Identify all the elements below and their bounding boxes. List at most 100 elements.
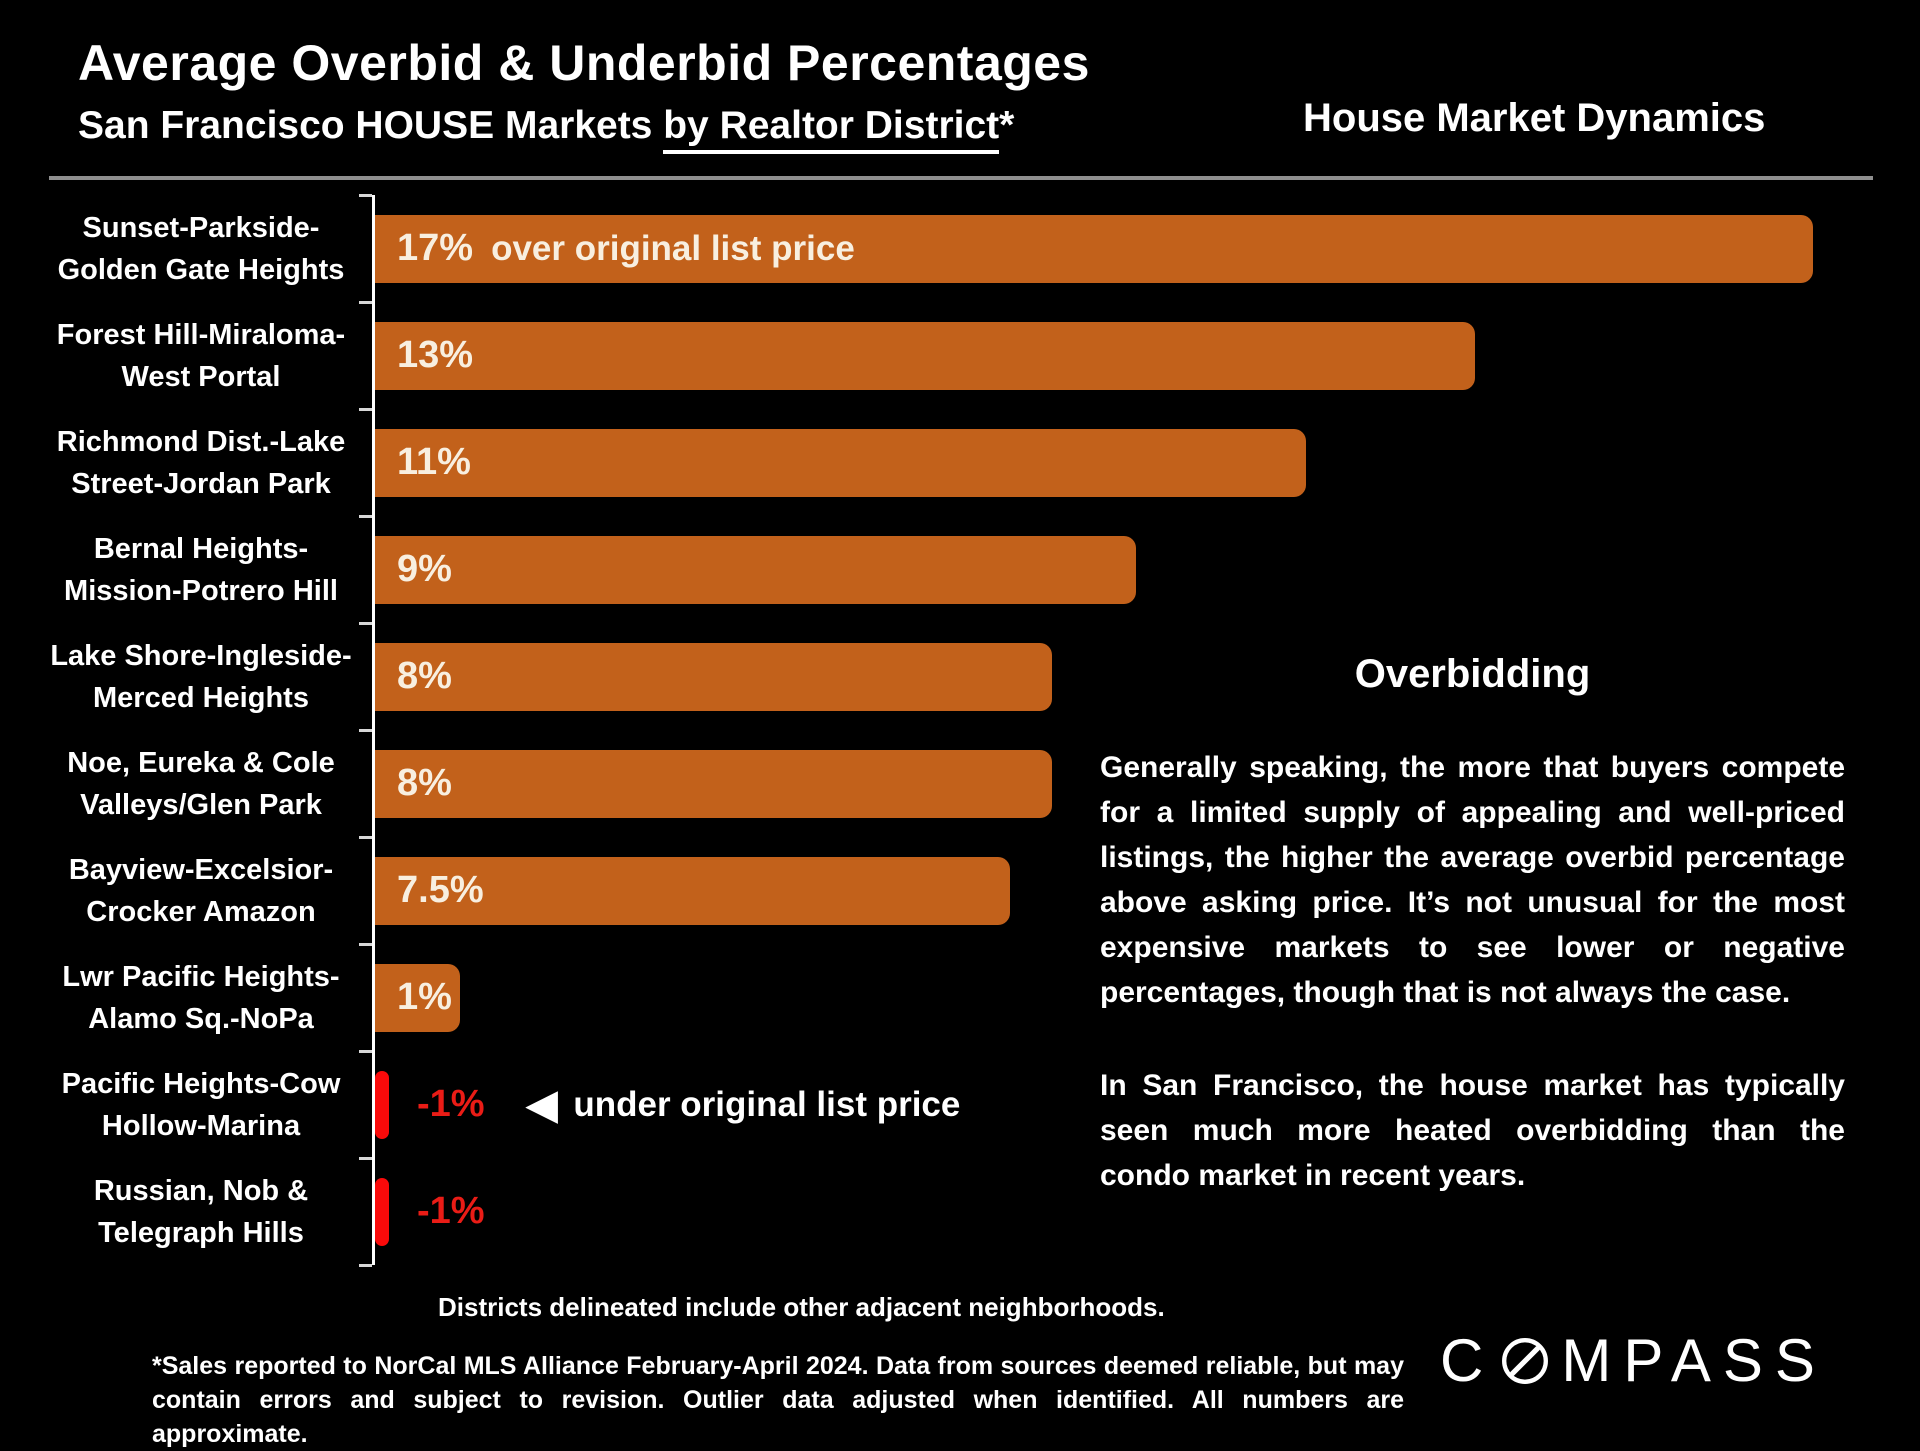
districts-note: Districts delineated include other adjac… <box>438 1292 1165 1322</box>
category-label-line: Mission-Potrero Hill <box>64 574 338 607</box>
negative-bar <box>375 1177 389 1246</box>
under-list-price-annotation: ◀ under original list price <box>527 1085 961 1125</box>
category-label: Sunset-Parkside- Golden Gate Heights <box>40 206 362 290</box>
category-label-line: Hollow-Marina <box>101 1109 301 1142</box>
category-label-line: Lwr Pacific Heights- <box>62 960 340 993</box>
axis-tick <box>359 1157 372 1160</box>
axis-tick <box>359 515 372 518</box>
chart-row: Bayview-Excelsior- Crocker Amazon 7.5% <box>40 837 1875 944</box>
page-subtitle: San Francisco HOUSE Markets by Realtor D… <box>78 104 1014 154</box>
category-label-line: Pacific Heights-Cow <box>61 1067 341 1100</box>
bar-value-label: 11% <box>397 441 471 483</box>
bar: 17% over original list price <box>375 214 1813 283</box>
category-label-line: Valleys/Glen Park <box>80 788 322 821</box>
bar: 13% <box>375 321 1475 390</box>
category-label-line: Sunset-Parkside- <box>82 211 320 244</box>
axis-tick <box>359 729 372 732</box>
category-label-line: Russian, Nob & <box>93 1174 309 1207</box>
category-label-line: Street-Jordan Park <box>71 467 331 500</box>
right-title: House Market Dynamics <box>1303 96 1766 140</box>
chart-row: Lwr Pacific Heights- Alamo Sq.-NoPa 1% <box>40 944 1875 1051</box>
category-label: Bayview-Excelsior- Crocker Amazon <box>40 848 362 932</box>
bar-value-label: 1% <box>397 976 452 1018</box>
chart-row: Bernal Heights- Mission-Potrero Hill 9% <box>40 516 1875 623</box>
axis-tick <box>359 836 372 839</box>
over-list-price-annotation: over original list price <box>491 228 855 268</box>
under-list-price-text: under original list price <box>573 1084 961 1124</box>
bar-value-label: 8% <box>397 762 452 804</box>
category-label-line: West Portal <box>121 360 281 393</box>
side-panel-paragraph-1: Generally speaking, the more that buyers… <box>1100 751 1845 1009</box>
category-label-line: Merced Heights <box>93 681 309 714</box>
bar: 7.5% <box>375 856 1010 925</box>
negative-bar <box>375 1070 389 1139</box>
category-label-line: Forest Hill-Miraloma- <box>56 318 346 351</box>
chart-row: Noe, Eureka & Cole Valleys/Glen Park 8% <box>40 730 1875 837</box>
bar-zone: 17% over original list price <box>375 214 1813 283</box>
bar-value-label: 17% <box>397 227 474 269</box>
bar-value-label: 7.5% <box>397 869 484 911</box>
bar-zone: 11% <box>375 428 1306 497</box>
side-panel: Overbidding Generally speaking, the more… <box>1100 652 1845 1198</box>
category-label-line: Bernal Heights- <box>93 532 309 565</box>
bar-value-label: 13% <box>397 334 474 376</box>
category-label-line: Noe, Eureka & Cole <box>67 746 335 779</box>
axis-tick <box>359 301 372 304</box>
negative-value-label: -1% <box>417 1083 485 1125</box>
footnote: *Sales reported to NorCal MLS Alliance F… <box>152 1352 1404 1448</box>
category-label-line: Richmond Dist.-Lake <box>56 425 346 458</box>
axis-tick <box>359 943 372 946</box>
bar-zone: -1% ◀ under original list price <box>375 1070 961 1139</box>
bar-zone: 7.5% <box>375 856 1010 925</box>
chart-row: Pacific Heights-Cow Hollow-Marina -1% ◀ unde… <box>40 1051 1875 1158</box>
logo-letters-mpass: MPASS <box>1561 1327 1827 1394</box>
chart-row: Forest Hill-Miraloma- West Portal 13% <box>40 302 1875 409</box>
axis-tick <box>359 408 372 411</box>
category-label-line: Bayview-Excelsior- <box>68 853 334 886</box>
bar-value-label: 8% <box>397 655 452 697</box>
category-label-line: Lake Shore-Ingleside- <box>50 639 352 672</box>
bar-zone: 8% <box>375 749 1052 818</box>
side-panel-paragraph-2: In San Francisco, the house market has t… <box>1100 1069 1845 1192</box>
category-label: Bernal Heights- Mission-Potrero Hill <box>40 527 362 611</box>
category-label: Richmond Dist.-Lake Street-Jordan Park <box>40 420 362 504</box>
axis-tick <box>359 1050 372 1053</box>
axis-tick <box>359 1264 372 1267</box>
subtitle-asterisk: * <box>999 104 1015 147</box>
category-label-line: Crocker Amazon <box>86 895 316 928</box>
category-label: Lwr Pacific Heights- Alamo Sq.-NoPa <box>40 955 362 1039</box>
chart-row: Richmond Dist.-Lake Street-Jordan Park 11% <box>40 409 1875 516</box>
category-label-line: Alamo Sq.-NoPa <box>88 1002 314 1035</box>
axis-tick <box>359 194 372 197</box>
chart-row: Russian, Nob & Telegraph Hills -1% <box>40 1158 1875 1265</box>
category-label: Noe, Eureka & Cole Valleys/Glen Park <box>40 741 362 825</box>
chart-row: Sunset-Parkside- Golden Gate Heights 17% ov… <box>40 195 1875 302</box>
page-title: Average Overbid & Underbid Percentages <box>78 35 1090 91</box>
top-divider-line <box>49 176 1873 180</box>
bar-zone: 9% <box>375 535 1136 604</box>
subtitle-underlined: by Realtor District <box>663 104 1000 154</box>
category-label: Lake Shore-Ingleside- Merced Heights <box>40 634 362 718</box>
bar-value-label: 9% <box>397 548 452 590</box>
category-label-line: Telegraph Hills <box>98 1216 304 1249</box>
bar-zone: 1% <box>375 963 460 1032</box>
compass-logo: C MPASS <box>1440 1326 1827 1395</box>
axis-tick <box>359 622 372 625</box>
logo-letter-c: C <box>1440 1327 1496 1394</box>
category-label-line: Golden Gate Heights <box>57 253 345 286</box>
axis-line <box>372 195 375 1265</box>
category-label: Pacific Heights-Cow Hollow-Marina <box>40 1062 362 1146</box>
compass-o-icon <box>1502 1337 1549 1384</box>
bar: 1% <box>375 963 460 1032</box>
bar-zone: -1% <box>375 1177 485 1246</box>
bar-zone: 8% <box>375 642 1052 711</box>
left-arrow-icon: ◀ <box>526 1082 558 1127</box>
category-label: Russian, Nob & Telegraph Hills <box>40 1169 362 1253</box>
bar: 8% <box>375 749 1052 818</box>
side-panel-heading: Overbidding <box>1354 652 1591 696</box>
category-label: Forest Hill-Miraloma- West Portal <box>40 313 362 397</box>
subtitle-prefix: San Francisco HOUSE Markets <box>78 104 664 147</box>
bar: 8% <box>375 642 1052 711</box>
negative-value-label: -1% <box>417 1190 485 1232</box>
